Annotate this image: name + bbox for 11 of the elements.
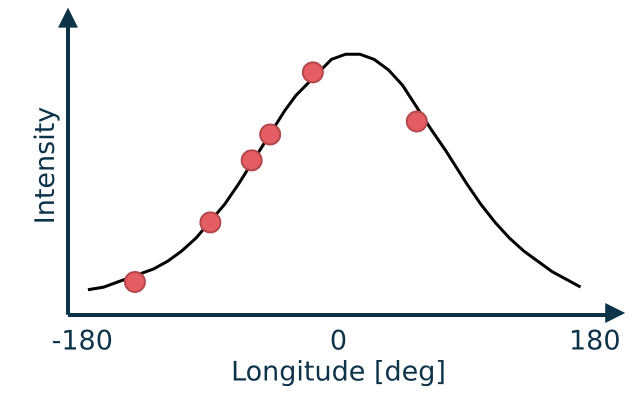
x-tick-label: -180 (52, 325, 113, 356)
point (302, 61, 324, 84)
x-axis-title: Longitude [deg] (231, 356, 446, 388)
x-tick-label: 180 (568, 325, 621, 356)
y-axis-title: Intensity (30, 106, 62, 224)
point (124, 270, 146, 293)
point (240, 149, 263, 172)
point (199, 211, 222, 234)
point (406, 110, 428, 132)
point (259, 123, 282, 146)
x-tick-label: 0 (330, 325, 348, 356)
